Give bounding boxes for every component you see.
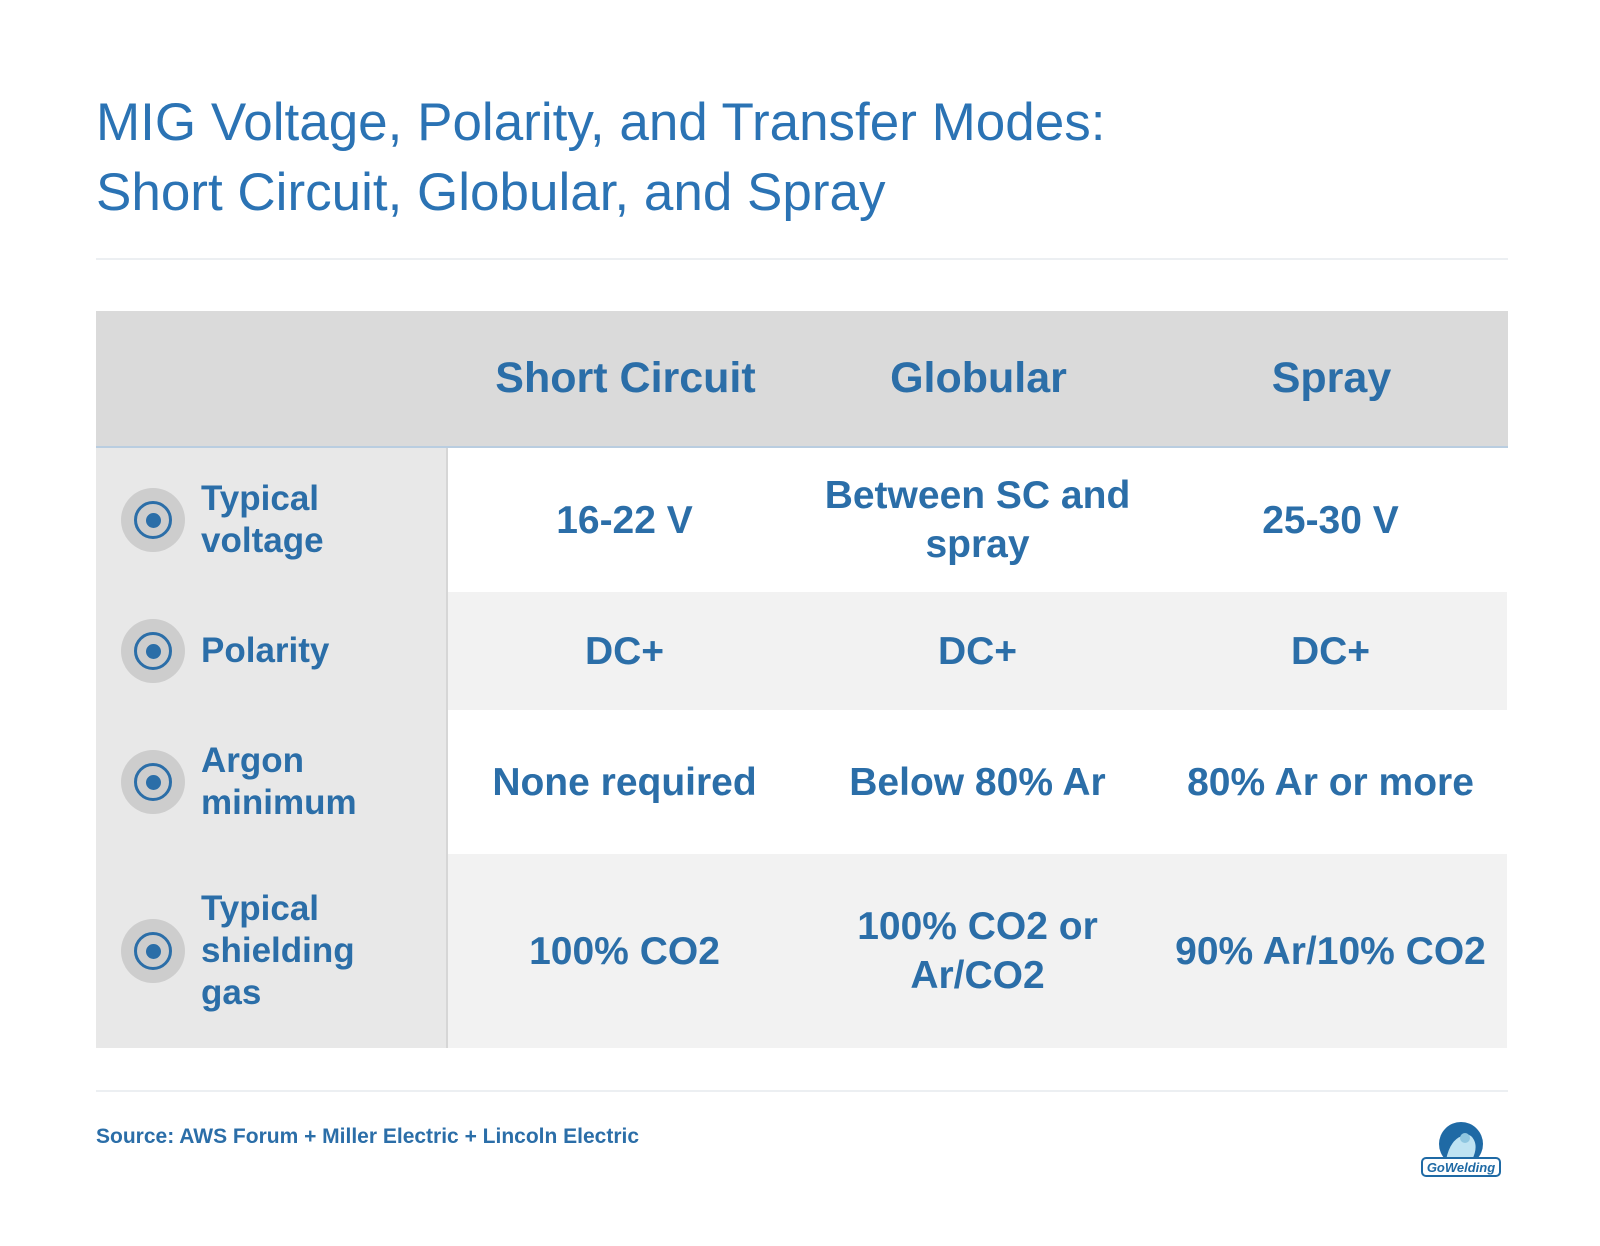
radio-bullet-icon (121, 919, 185, 983)
table-cell: 25-30 V (1262, 498, 1399, 542)
table-cell: Below 80% Ar (849, 760, 1106, 804)
table-cell: DC+ (1290, 629, 1371, 673)
column-header-spray: Spray (1271, 354, 1392, 402)
row-label: Polarity (201, 631, 330, 670)
comparison-table: Short Circuit Globular Spray Typical vol… (96, 311, 1508, 1048)
table-cell: DC+ (584, 629, 665, 673)
row-label: Typical shielding gas (201, 889, 355, 1012)
table-cell: 16-22 V (556, 498, 693, 542)
table-row-argon-minimum: Argon minimum None required Below 80% Ar… (96, 710, 1508, 854)
table-cell: 90% Ar/10% CO2 (1175, 929, 1486, 973)
table-cell: 80% Ar or more (1187, 760, 1474, 804)
page-title-line-2: Short Circuit, Globular, and Spray (96, 163, 886, 222)
row-header: Polarity (96, 592, 448, 710)
column-header-short-circuit: Short Circuit (495, 354, 756, 402)
table-row-polarity: Polarity DC+ DC+ DC+ (96, 592, 1508, 710)
row-header: Typical shielding gas (96, 854, 448, 1048)
row-header: Typical voltage (96, 448, 448, 592)
table-cell: 100% CO2 or Ar/CO2 (857, 905, 1098, 997)
table-cell: DC+ (937, 629, 1018, 673)
row-header: Argon minimum (96, 710, 448, 854)
table-header: Short Circuit Globular Spray (96, 311, 1508, 448)
bottom-divider (96, 1090, 1508, 1092)
page-title: MIG Voltage, Polarity, and Transfer Mode… (96, 88, 1396, 228)
page-title-line-1: MIG Voltage, Polarity, and Transfer Mode… (96, 93, 1106, 152)
table-row-shielding-gas: Typical shielding gas 100% CO2 100% CO2 … (96, 854, 1508, 1048)
column-header-globular: Globular (890, 354, 1067, 402)
source-note: Source: AWS Forum + Miller Electric + Li… (96, 1125, 640, 1148)
radio-bullet-icon (121, 488, 185, 552)
row-label: Typical voltage (201, 479, 324, 560)
table-row-typical-voltage: Typical voltage 16-22 V Between SC and s… (96, 448, 1508, 592)
welder-logo-icon: GoWelding (1421, 1122, 1501, 1177)
row-label: Argon minimum (201, 741, 357, 822)
top-divider (96, 258, 1508, 260)
radio-bullet-icon (121, 750, 185, 814)
table-cell: None required (492, 760, 757, 804)
table-cell: 100% CO2 (529, 929, 720, 973)
radio-bullet-icon (121, 619, 185, 683)
logo-wordmark: GoWelding (1427, 1160, 1495, 1175)
table-cell: Between SC and spray (824, 474, 1131, 566)
